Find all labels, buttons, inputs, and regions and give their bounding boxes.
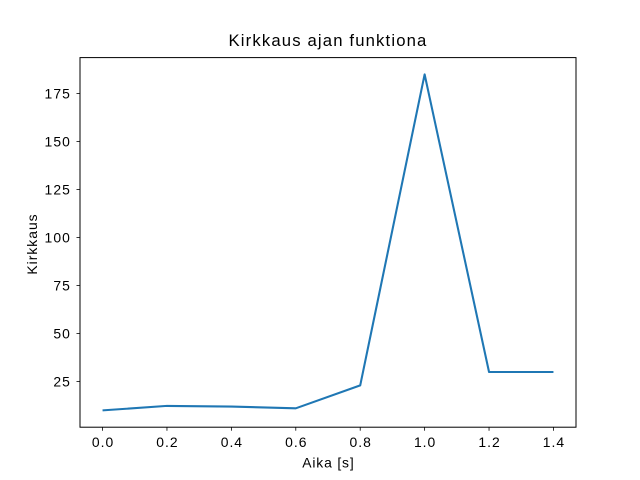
- svg-text:0.6: 0.6: [285, 434, 307, 450]
- svg-text:0.2: 0.2: [156, 434, 178, 450]
- svg-text:50: 50: [53, 326, 71, 342]
- svg-text:150: 150: [45, 134, 71, 150]
- svg-text:100: 100: [45, 230, 71, 246]
- svg-text:175: 175: [45, 86, 71, 102]
- svg-text:0.4: 0.4: [221, 434, 243, 450]
- svg-text:Kirkkaus ajan funktiona: Kirkkaus ajan funktiona: [229, 31, 428, 50]
- svg-text:Kirkkaus: Kirkkaus: [24, 213, 40, 274]
- svg-text:1.0: 1.0: [414, 434, 436, 450]
- svg-text:Aika [s]: Aika [s]: [302, 454, 354, 470]
- svg-text:75: 75: [53, 278, 71, 294]
- svg-text:1.4: 1.4: [543, 434, 565, 450]
- svg-text:1.2: 1.2: [478, 434, 500, 450]
- svg-text:125: 125: [45, 182, 71, 198]
- svg-text:25: 25: [53, 374, 71, 390]
- svg-text:0.8: 0.8: [350, 434, 372, 450]
- svg-text:0.0: 0.0: [92, 434, 114, 450]
